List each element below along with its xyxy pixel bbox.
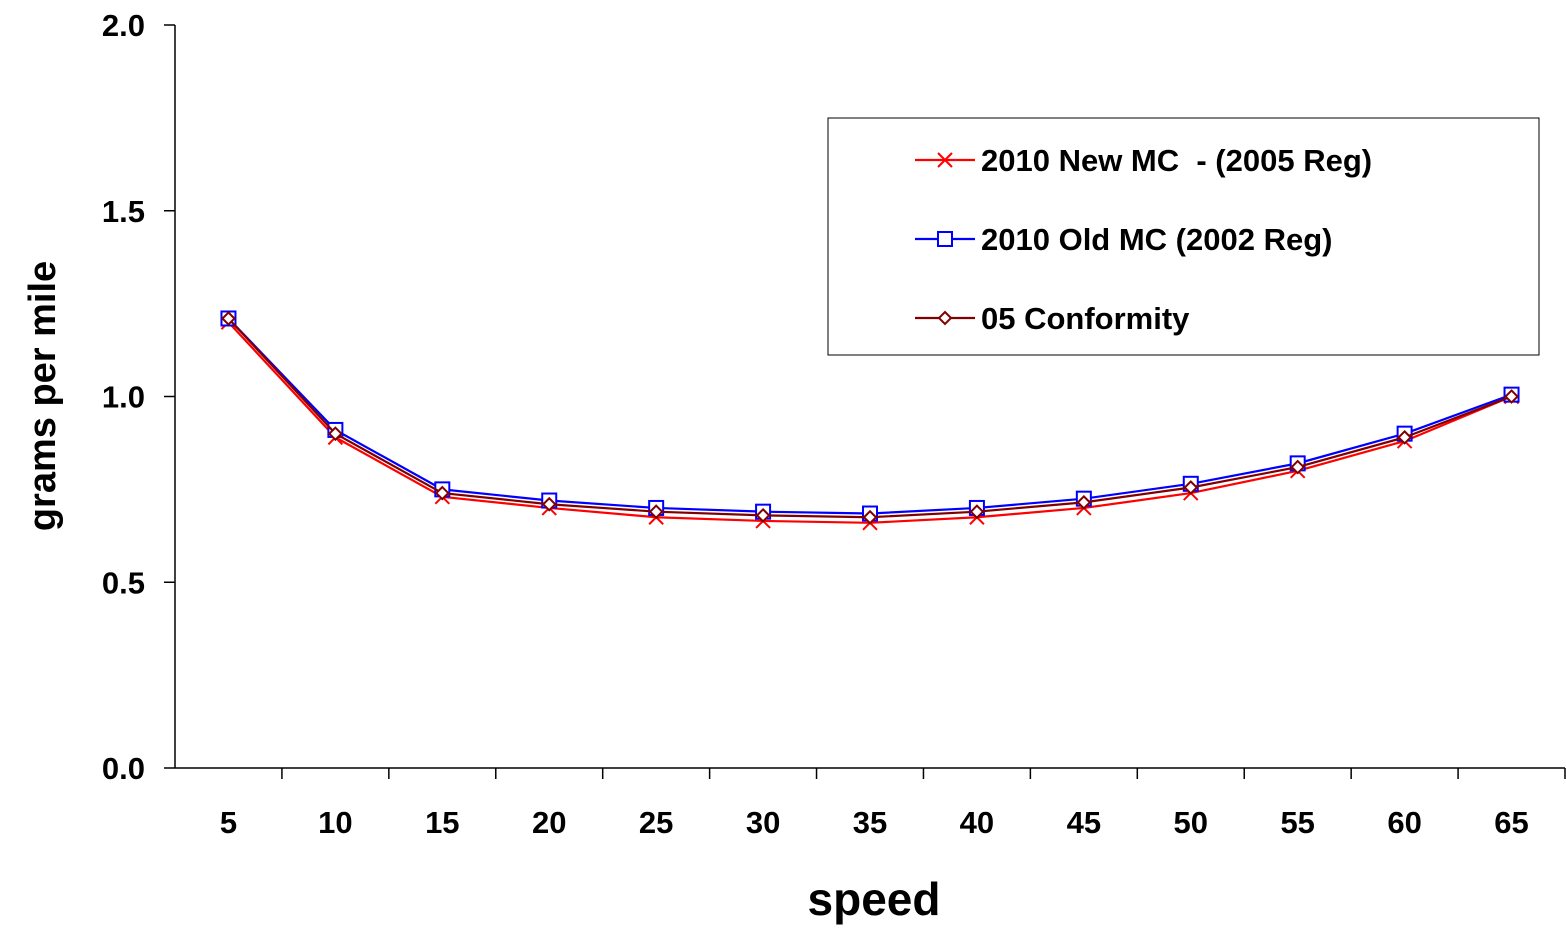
data-point-diamond-marker — [541, 496, 557, 512]
x-tick-label: 40 — [960, 805, 994, 840]
data-point-diamond-marker — [1076, 494, 1092, 510]
x-tick-label: 50 — [1174, 805, 1208, 840]
x-tick-label: 15 — [425, 805, 459, 840]
x-tick-label: 35 — [853, 805, 887, 840]
y-axis-ticks: 0.0 0.5 1.0 1.5 2.0 — [102, 8, 175, 786]
data-point-diamond-marker — [327, 426, 343, 442]
x-tick-label: 65 — [1494, 805, 1528, 840]
legend-item: 2010 Old MC (2002 Reg) — [915, 222, 1332, 257]
legend-label: 05 Conformity — [981, 301, 1190, 336]
x-tick-label: 30 — [746, 805, 780, 840]
data-point-diamond-marker — [1397, 429, 1413, 445]
x-axis-title: speed — [808, 873, 941, 925]
data-point-diamond-marker — [1290, 459, 1306, 475]
legend-item: 2010 New MC - (2005 Reg) — [915, 143, 1372, 178]
x-tick-label: 25 — [639, 805, 673, 840]
data-point-diamond-marker — [937, 310, 953, 326]
y-tick-label: 0.5 — [102, 565, 145, 600]
x-tick-label: 20 — [532, 805, 566, 840]
y-tick-label: 1.0 — [102, 380, 145, 415]
y-tick-label: 1.5 — [102, 194, 145, 229]
data-point-diamond-marker — [755, 507, 771, 523]
data-point-square-marker — [937, 231, 953, 247]
data-point-diamond-marker — [434, 485, 450, 501]
x-tick-label: 60 — [1387, 805, 1421, 840]
data-point-diamond-marker — [221, 311, 236, 326]
y-tick-label: 2.0 — [102, 8, 145, 43]
series-diamond — [221, 311, 1519, 525]
legend-item: 05 Conformity — [915, 301, 1190, 336]
x-axis-ticks: 5 10 15 20 25 30 35 40 45 50 55 60 65 — [220, 768, 1566, 840]
x-tick-label: 10 — [318, 805, 352, 840]
x-tick-label: 5 — [220, 805, 237, 840]
legend-label: 2010 New MC - (2005 Reg) — [981, 143, 1372, 178]
legend: 2010 New MC - (2005 Reg) 2010 Old MC (200… — [827, 117, 1540, 356]
y-axis-title: grams per mile — [22, 261, 64, 531]
series-layer — [220, 310, 1520, 531]
data-point-diamond-marker — [969, 504, 985, 520]
data-point-diamond-marker — [648, 504, 664, 520]
data-point-x-marker — [937, 152, 953, 168]
legend-label: 2010 Old MC (2002 Reg) — [981, 222, 1332, 257]
x-tick-label: 55 — [1280, 805, 1314, 840]
data-point-diamond-marker — [1183, 480, 1199, 495]
data-point-diamond-marker — [1504, 389, 1519, 404]
data-point-diamond-marker — [862, 509, 878, 525]
y-tick-label: 0.0 — [102, 751, 145, 786]
x-tick-label: 45 — [1067, 805, 1101, 840]
legend-items: 2010 New MC - (2005 Reg) 2010 Old MC (200… — [915, 143, 1372, 336]
